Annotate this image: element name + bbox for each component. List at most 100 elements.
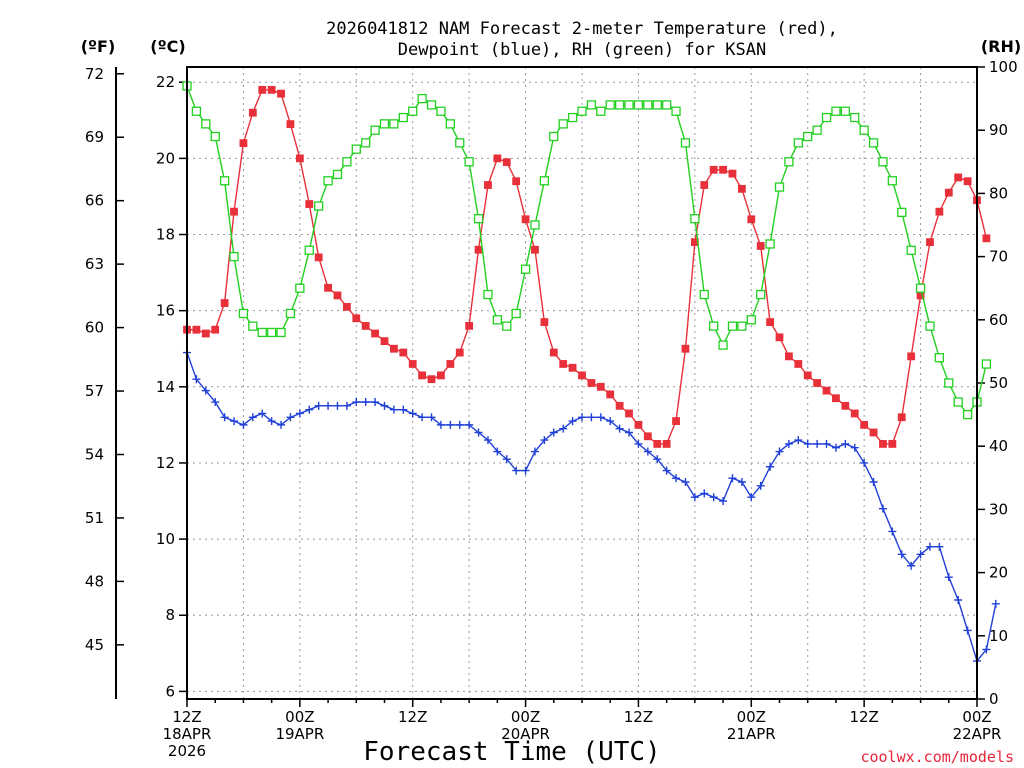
rh-point [746,315,756,325]
time-tick-label-line: 12Z [172,708,201,726]
dewpoint-point [399,405,408,414]
rh-point [765,239,775,249]
rh-point [238,308,249,319]
temperature-point [879,440,887,448]
rh-tick-label: 0 [989,690,999,708]
temperature-point [578,371,586,380]
celsius-tick-label: 22 [156,73,175,91]
temperature-point [935,207,944,216]
dewpoint-line [186,352,997,663]
dewpoint-point [700,489,709,498]
rh-tick-label: 50 [989,374,1008,392]
dewpoint-point [690,493,699,502]
rh-point [276,327,286,338]
rh-tick-label: 70 [989,248,1008,266]
rh-point [906,245,916,255]
rh-point [520,264,531,274]
temperature-point [832,394,840,403]
celsius-tick-label: 10 [156,530,175,548]
rh-point [389,119,399,129]
temperature-point [822,386,831,395]
temperature-point [728,169,737,178]
dewpoint-point [653,455,662,464]
rh-point [586,100,597,110]
dewpoint-point [944,573,953,582]
temperature-point [248,108,257,117]
rh-point [709,321,719,331]
rh-point [436,106,446,116]
dewpoint-point [211,398,220,407]
temperature-point [944,188,953,197]
temperature-point [342,302,351,311]
fahrenheit-tick-label: 69 [85,128,104,146]
rh-point [652,100,662,110]
temperature-point [390,344,398,353]
dewpoint-point [333,401,342,410]
rh-point [473,214,484,224]
temperature-point [681,344,690,353]
dewpoint-point [361,398,370,407]
rh-point [342,157,352,167]
temperature-point [625,409,633,418]
dewpoint-point [888,527,897,536]
temperature-point [305,200,314,208]
dewpoint-point [587,413,596,422]
dewpoint-point [380,401,389,410]
temperature-point [549,348,558,357]
dewpoint-point [230,417,239,426]
dewpoint-point [982,645,991,654]
temperature-point [888,440,897,448]
rh-tick-label: 10 [989,627,1008,645]
temperature-point [719,165,727,174]
rh-point [351,144,361,154]
dewpoint-point [643,447,652,456]
dewpoint-point [201,386,210,395]
rh-point [379,119,390,129]
temperature-point [954,173,963,182]
temperature-point [465,321,474,330]
temperature-series [183,85,991,448]
rh-point [699,289,709,300]
dewpoint-point [841,439,850,448]
rh-point [915,283,926,293]
time-tick-label-line: 12Z [849,708,878,726]
dewpoint-point [578,413,586,422]
dewpoint-point [831,443,840,452]
temperature-point [803,371,812,380]
dewpoint-point [615,424,624,433]
celsius-tick-label: 16 [156,302,175,320]
temperature-point [540,318,549,326]
time-tick-label: 00Z 20APR [501,708,550,743]
rh-point [361,138,371,148]
dewpoint-point [559,424,568,433]
rh-point [774,182,785,192]
temperature-point [926,238,934,247]
dewpoint-point [672,474,681,483]
temperature-point [512,177,521,186]
dewpoint-point [502,455,511,464]
temperature-point [314,253,323,262]
temperature-point [756,242,765,250]
plot-frame [186,66,978,700]
dewpoint-point [907,561,916,570]
temperature-point [408,360,417,368]
dewpoint-point [446,420,455,429]
dewpoint-point [248,413,257,422]
temperature-point [220,299,229,307]
dewpoint-point [935,542,944,551]
rh-point [944,378,954,388]
dewpoint-point [784,439,793,448]
temperature-point [531,245,539,254]
rh-tick-label: 100 [989,58,1018,76]
fahrenheit-unit-label: (ºF) [81,37,116,56]
rh-point [624,100,634,110]
rh-point [511,308,521,319]
rh-point [831,106,841,116]
dewpoint-point [813,439,822,448]
dewpoint-point [549,428,558,437]
temperature-point [324,283,332,292]
rh-point [408,106,418,116]
fahrenheit-axis: 45 48 51 54 57 60 63 66 69 72 [85,65,124,699]
dewpoint-point [728,474,737,483]
